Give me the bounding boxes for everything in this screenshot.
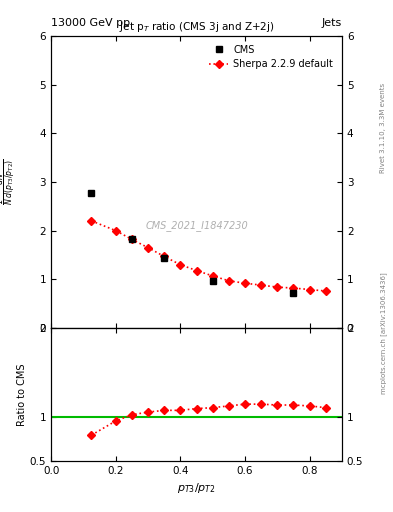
Y-axis label: $\frac{1}{N}\frac{dN}{d(p_{T3}/p_{T2})}$: $\frac{1}{N}\frac{dN}{d(p_{T3}/p_{T2})}$ bbox=[0, 159, 19, 205]
Text: CMS_2021_I1847230: CMS_2021_I1847230 bbox=[145, 220, 248, 231]
Text: mcplots.cern.ch [arXiv:1306.3436]: mcplots.cern.ch [arXiv:1306.3436] bbox=[380, 272, 387, 394]
Text: Jets: Jets bbox=[321, 18, 342, 28]
X-axis label: $p_{T3}/p_{T2}$: $p_{T3}/p_{T2}$ bbox=[177, 481, 216, 495]
Text: 13000 GeV pp: 13000 GeV pp bbox=[51, 18, 130, 28]
Legend: CMS, Sherpa 2.2.9 default: CMS, Sherpa 2.2.9 default bbox=[205, 40, 337, 73]
Title: Jet p$_{T}$ ratio (CMS 3j and Z+2j): Jet p$_{T}$ ratio (CMS 3j and Z+2j) bbox=[119, 20, 274, 34]
Y-axis label: Ratio to CMS: Ratio to CMS bbox=[17, 363, 27, 425]
Text: Rivet 3.1.10, 3.3M events: Rivet 3.1.10, 3.3M events bbox=[380, 83, 386, 173]
